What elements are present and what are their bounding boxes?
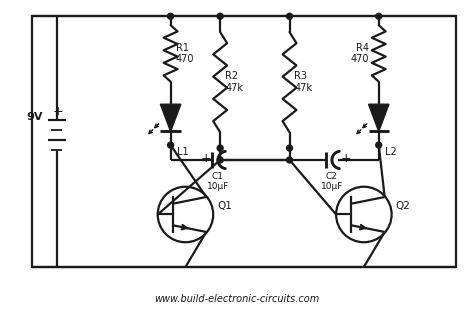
Text: Q1: Q1 [217, 201, 232, 211]
Circle shape [287, 145, 292, 151]
Text: R4
470: R4 470 [350, 43, 369, 64]
Text: C1
10μF: C1 10μF [207, 172, 229, 191]
Bar [32, 16, 456, 267]
Circle shape [217, 157, 223, 163]
Circle shape [287, 157, 292, 163]
Text: L1: L1 [176, 147, 188, 157]
Circle shape [168, 13, 173, 19]
Circle shape [287, 13, 292, 19]
Text: R3
47k: R3 47k [294, 71, 312, 93]
Polygon shape [368, 104, 389, 131]
Polygon shape [160, 104, 181, 131]
Circle shape [217, 145, 223, 151]
Text: R2
47k: R2 47k [225, 71, 243, 93]
Text: +: + [340, 152, 351, 166]
Circle shape [168, 142, 173, 148]
Circle shape [376, 142, 382, 148]
Text: +: + [201, 152, 211, 166]
Text: www.build-electronic-circuits.com: www.build-electronic-circuits.com [155, 294, 319, 304]
Text: R1
470: R1 470 [175, 43, 194, 64]
Text: 9V: 9V [26, 112, 43, 122]
Circle shape [217, 13, 223, 19]
Circle shape [376, 13, 382, 19]
Text: +: + [53, 105, 63, 118]
Text: Q2: Q2 [396, 201, 410, 211]
Text: L2: L2 [385, 147, 396, 157]
Text: C2
10μF: C2 10μF [320, 172, 343, 191]
